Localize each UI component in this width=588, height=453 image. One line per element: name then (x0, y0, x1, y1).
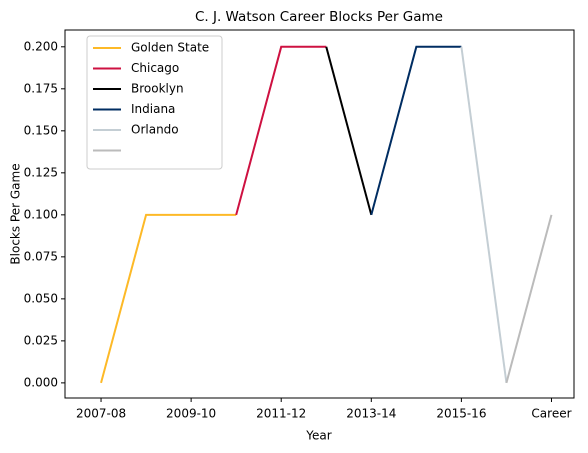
y-tick-label: 0.075 (24, 249, 58, 263)
legend: Golden State Chicago Brooklyn Indiana Orland… (86, 35, 223, 170)
series-line (325, 46, 373, 216)
y-tick-label: 0.125 (24, 165, 58, 179)
series-line (100, 213, 237, 384)
x-axis-label: Year (305, 429, 331, 443)
y-tick-label: 0.000 (24, 375, 58, 389)
legend-label: Golden State (131, 41, 209, 55)
x-tick-label: 2011-12 (256, 407, 306, 421)
plot-frame (64, 29, 575, 399)
x-tick-label: 2009-10 (166, 407, 216, 421)
series-line (370, 45, 462, 216)
y-tick-label: 0.175 (24, 81, 58, 95)
y-axis-label: Blocks Per Game (9, 163, 23, 264)
y-tick-label: 0.050 (24, 291, 58, 305)
series-line (235, 45, 327, 216)
y-tick-label: 0.025 (24, 333, 58, 347)
x-tick-label: 2015-16 (436, 407, 486, 421)
chart-title: C. J. Watson Career Blocks Per Game (195, 9, 443, 25)
legend-label: Brooklyn (131, 82, 184, 96)
legend-label: Indiana (131, 102, 175, 116)
series-line (460, 46, 508, 384)
y-tick-label: 0.200 (24, 39, 58, 53)
legend-label: Chicago (131, 61, 179, 75)
x-tick-label: 2007-08 (76, 407, 126, 421)
y-tick-label: 0.150 (24, 123, 58, 137)
x-tick-label: 2013-14 (346, 407, 396, 421)
legend-label: Orlando (131, 123, 179, 137)
x-tick-label: Career (531, 407, 571, 421)
series-line (505, 214, 553, 384)
y-tick-label: 0.100 (24, 207, 58, 221)
